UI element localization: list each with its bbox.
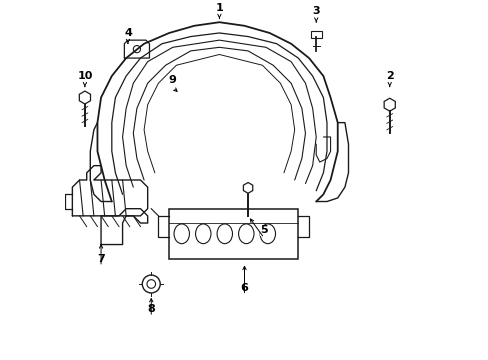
Bar [310, 31, 321, 39]
Text: 7: 7 [97, 254, 105, 264]
Text: 6: 6 [240, 283, 248, 293]
Text: 9: 9 [168, 75, 176, 85]
Text: 4: 4 [124, 28, 132, 38]
Text: 1: 1 [215, 3, 223, 13]
Text: 10: 10 [77, 71, 92, 81]
Bar [169, 209, 298, 259]
Text: 5: 5 [260, 225, 267, 235]
Text: 2: 2 [385, 71, 393, 81]
Text: 3: 3 [312, 6, 319, 17]
Text: 8: 8 [147, 304, 155, 314]
